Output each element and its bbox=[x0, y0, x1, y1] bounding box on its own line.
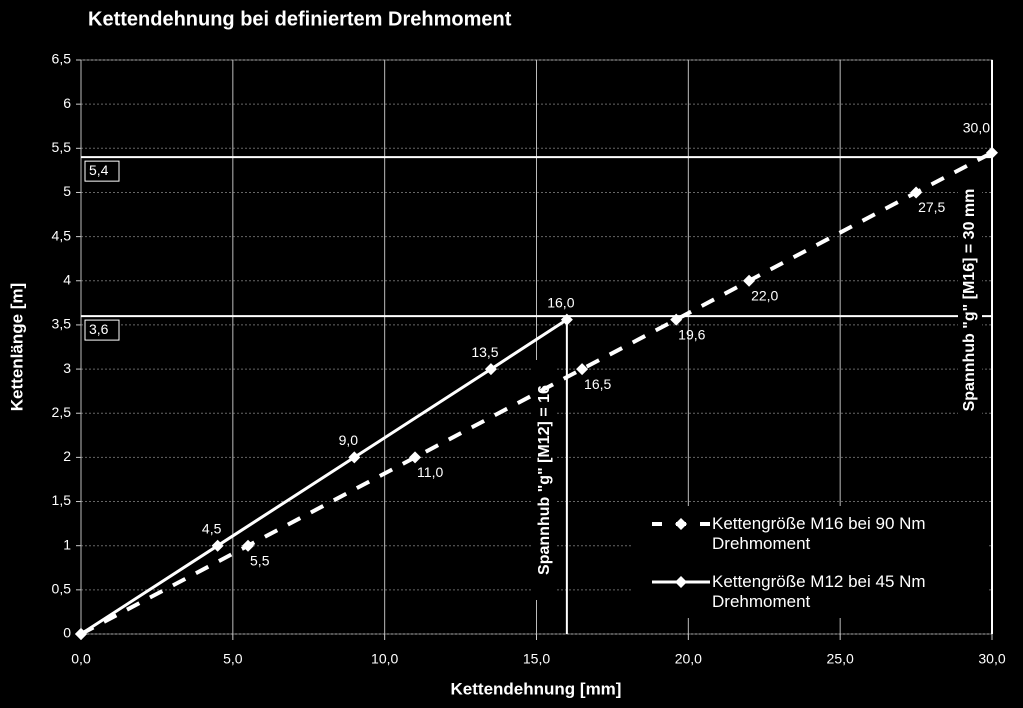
chart-title: Kettendehnung bei definiertem Drehmoment bbox=[88, 8, 512, 30]
legend bbox=[632, 506, 987, 618]
series-line bbox=[80, 150, 993, 636]
legend-marker bbox=[675, 576, 687, 588]
marker bbox=[576, 363, 589, 376]
y-tick-label: 5,5 bbox=[52, 139, 72, 155]
y-tick-label: 5 bbox=[63, 183, 71, 199]
x-tick-label: 5,0 bbox=[223, 651, 243, 667]
data-label: 30,0 bbox=[963, 119, 990, 135]
legend-label: Kettengröße M16 bei 90 Nm Drehmoment bbox=[712, 514, 926, 553]
y-tick-label: 4,5 bbox=[52, 227, 72, 243]
y-tick-label: 2 bbox=[63, 448, 71, 464]
y-axis-label: Kettenlänge [m] bbox=[7, 283, 26, 411]
legend-marker bbox=[675, 518, 687, 530]
data-label: 9,0 bbox=[339, 432, 359, 448]
reference-label: 5,4 bbox=[89, 162, 109, 178]
reference-label: Spannhub "g" [M16] = 30 mm bbox=[961, 189, 978, 412]
x-tick-label: 0,0 bbox=[71, 651, 91, 667]
marker bbox=[560, 313, 573, 326]
data-label: 5,5 bbox=[250, 552, 270, 568]
y-tick-label: 1,5 bbox=[52, 492, 72, 508]
legend-label: Kettengröße M12 bei 45 Nm Drehmoment bbox=[712, 572, 926, 611]
data-label: 16,5 bbox=[584, 376, 611, 392]
y-tick-label: 3,5 bbox=[52, 316, 72, 332]
marker bbox=[670, 313, 683, 326]
marker bbox=[242, 539, 255, 552]
x-tick-label: 25,0 bbox=[827, 651, 854, 667]
marker bbox=[484, 363, 497, 376]
x-tick-label: 30,0 bbox=[978, 651, 1005, 667]
marker bbox=[409, 451, 422, 464]
reference-label: Spannhub "g" [M12] = 16 bbox=[536, 385, 553, 575]
marker bbox=[348, 451, 361, 464]
x-tick-label: 15,0 bbox=[523, 651, 550, 667]
data-label: 16,0 bbox=[547, 294, 574, 310]
marker bbox=[910, 186, 923, 199]
marker bbox=[75, 628, 87, 640]
data-label: 27,5 bbox=[918, 199, 945, 215]
y-tick-label: 6,5 bbox=[52, 51, 72, 67]
data-label: 22,0 bbox=[751, 287, 778, 303]
marker bbox=[986, 146, 998, 159]
reference-label-bg bbox=[532, 360, 557, 600]
x-axis-label: Kettendehnung [mm] bbox=[451, 679, 622, 698]
marker bbox=[211, 539, 224, 552]
y-tick-label: 6 bbox=[63, 95, 71, 111]
y-tick-label: 0 bbox=[63, 625, 71, 641]
data-label: 4,5 bbox=[202, 520, 222, 536]
data-label: 19,6 bbox=[678, 326, 705, 342]
data-label: 13,5 bbox=[471, 344, 498, 360]
reference-label-bg bbox=[958, 180, 982, 420]
y-tick-label: 3 bbox=[63, 360, 71, 376]
x-tick-label: 10,0 bbox=[371, 651, 398, 667]
legend-entry: Kettengröße M12 bei 45 Nm Drehmoment bbox=[712, 572, 926, 611]
y-tick-label: 0,5 bbox=[52, 581, 72, 597]
marker bbox=[743, 274, 756, 287]
reference-label: 3,6 bbox=[89, 321, 109, 337]
data-label: 11,0 bbox=[417, 464, 443, 480]
y-tick-label: 2,5 bbox=[52, 404, 72, 420]
reference-label-box bbox=[84, 160, 120, 182]
legend-entry: Kettengröße M16 bei 90 Nm Drehmoment bbox=[712, 514, 926, 553]
y-tick-label: 1 bbox=[63, 536, 71, 552]
y-tick-label: 4 bbox=[63, 271, 71, 287]
reference-label-box bbox=[84, 319, 120, 341]
x-tick-label: 20,0 bbox=[675, 651, 702, 667]
